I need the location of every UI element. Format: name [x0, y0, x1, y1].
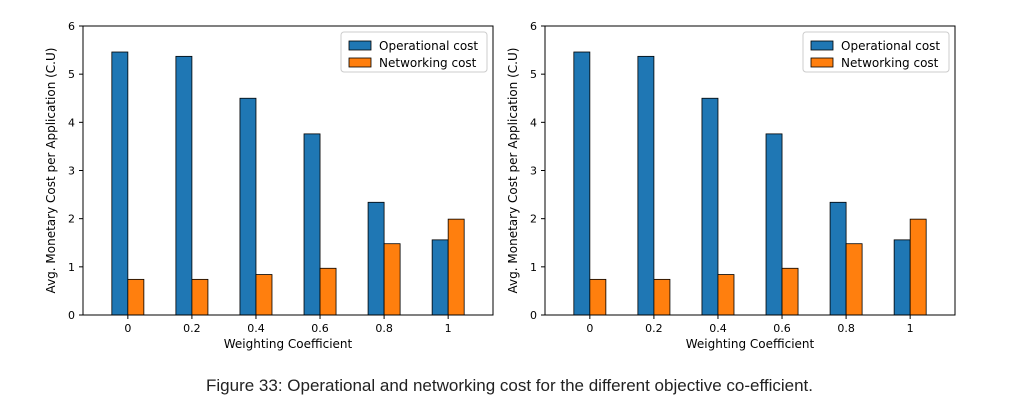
- x-tick-label: 1: [445, 322, 452, 335]
- x-tick-label: 1: [907, 322, 914, 335]
- legend-swatch-operational-cost: [810, 40, 834, 51]
- bar-operational-cost-0.8: [367, 201, 385, 316]
- x-tick-label: 0: [124, 322, 131, 335]
- bar-operational-cost-0.8: [829, 201, 847, 316]
- legend-label-operational-cost: Operational cost: [841, 39, 940, 53]
- x-tick-label: 0.8: [837, 322, 855, 335]
- chart-panel-1: 0 1 2 3 4 5 6 0 0.2 0.4 0.6 0.8 1 Weighting Coefficie…: [44, 20, 494, 351]
- bar-networking-cost-0.4: [255, 274, 273, 316]
- y-tick-label: 2: [68, 213, 75, 226]
- bar-operational-cost-0.2: [637, 55, 655, 316]
- legend-swatch-networking-cost: [348, 57, 372, 68]
- y-tick-label: 4: [68, 116, 75, 129]
- bar-networking-cost-1: [447, 218, 465, 316]
- y-tick-label: 6: [530, 20, 537, 33]
- x-tick-label: 0.4: [709, 322, 727, 335]
- x-tick-label: 0.6: [311, 322, 329, 335]
- y-tick-label: 6: [68, 20, 75, 33]
- x-tick-label: 0.2: [645, 322, 663, 335]
- bar-operational-cost-0: [573, 51, 591, 316]
- y-tick-label: 0: [68, 309, 75, 322]
- figure-caption: Figure 33: Operational and networking co…: [206, 376, 813, 395]
- x-tick-label: 0.4: [247, 322, 265, 335]
- bar-operational-cost-0: [111, 51, 129, 316]
- bar-operational-cost-1: [431, 239, 449, 316]
- bar-operational-cost-1: [893, 239, 911, 316]
- x-axis-label: Weighting Coefficient: [686, 337, 815, 351]
- y-tick-label: 3: [68, 165, 75, 178]
- figure: 0 1 2 3 4 5 6 0 0.2 0.4 0.6 0.8 1 Weighting Coefficie…: [44, 20, 956, 351]
- x-tick-label: 0.2: [183, 322, 201, 335]
- bar-networking-cost-0.6: [319, 267, 337, 316]
- y-axis-label: Avg. Monetary Cost per Application (C.U): [506, 48, 520, 294]
- bar-networking-cost-0: [127, 278, 145, 316]
- y-tick-label: 2: [530, 213, 537, 226]
- bar-networking-cost-1: [909, 218, 927, 316]
- legend-box: [802, 31, 950, 73]
- bar-networking-cost-0.2: [653, 278, 671, 316]
- y-axis-label: Avg. Monetary Cost per Application (C.U): [44, 48, 58, 294]
- y-tick-label: 5: [68, 68, 75, 81]
- bar-networking-cost-0.8: [845, 243, 863, 316]
- bar-networking-cost-0.6: [781, 267, 799, 316]
- bar-operational-cost-0.4: [701, 97, 719, 316]
- x-tick-label: 0.8: [375, 322, 393, 335]
- y-tick-label: 1: [530, 261, 537, 274]
- bar-operational-cost-0.4: [239, 97, 257, 316]
- legend-label-networking-cost: Networking cost: [841, 56, 939, 70]
- bar-networking-cost-0: [589, 278, 607, 316]
- legend-box: [340, 31, 488, 73]
- y-tick-label: 5: [530, 68, 537, 81]
- chart-panel-2: 0 1 2 3 4 5 6 0 0.2 0.4 0.6 0.8 1 Weighting Coefficie…: [506, 20, 956, 351]
- y-tick-label: 4: [530, 116, 537, 129]
- bar-operational-cost-0.2: [175, 55, 193, 316]
- y-tick-label: 3: [530, 165, 537, 178]
- legend-swatch-operational-cost: [348, 40, 372, 51]
- legend: Operational cost Networking cost: [340, 31, 488, 73]
- bar-networking-cost-0.8: [383, 243, 401, 316]
- x-tick-label: 0.6: [773, 322, 791, 335]
- bar-networking-cost-0.4: [717, 274, 735, 316]
- legend: Operational cost Networking cost: [802, 31, 950, 73]
- bar-networking-cost-0.2: [191, 278, 209, 316]
- legend-label-networking-cost: Networking cost: [379, 56, 477, 70]
- bar-operational-cost-0.6: [303, 133, 321, 316]
- legend-label-operational-cost: Operational cost: [379, 39, 478, 53]
- bar-operational-cost-0.6: [765, 133, 783, 316]
- x-axis-label: Weighting Coefficient: [224, 337, 353, 351]
- legend-swatch-networking-cost: [810, 57, 834, 68]
- y-tick-label: 0: [530, 309, 537, 322]
- x-tick-label: 0: [586, 322, 593, 335]
- y-tick-label: 1: [68, 261, 75, 274]
